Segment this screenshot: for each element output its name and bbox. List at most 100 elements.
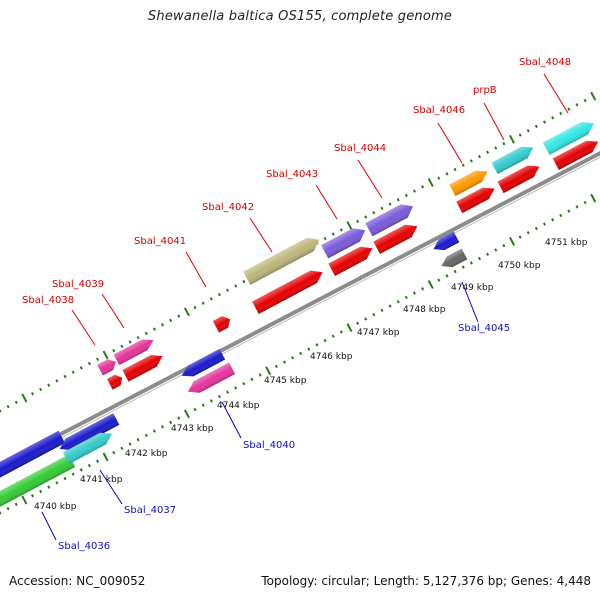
cds-cyan-1 [491, 146, 534, 175]
lower-track-tick [551, 218, 555, 222]
upper-track-tick [144, 331, 148, 336]
cds-red-1-shading [122, 355, 163, 382]
lower-track-tick [71, 472, 75, 476]
upper-track-tick [412, 189, 417, 193]
gene-label[interactable]: Sbal_4041 [134, 236, 186, 247]
gene-label[interactable]: Sbal_4038 [22, 295, 74, 306]
upper-track-tick [388, 202, 392, 206]
lower-track-tick [217, 394, 221, 399]
lower-track-tick [372, 312, 376, 317]
gene-leader-line [99, 469, 123, 505]
lower-track-tick [453, 269, 457, 274]
cds-magenta-lower-shading [187, 362, 236, 393]
upper-track-tick [30, 392, 35, 396]
gene-leader-line [41, 511, 57, 541]
gene-label[interactable]: Sbal_4037 [124, 505, 176, 516]
cds-red-long [252, 270, 323, 315]
gene-label[interactable]: Sbal_4039 [52, 279, 104, 290]
label-layer: 4740 kbp 4741 kbp 4742 kbp 4743 kbp 4744 kbp… [22, 57, 588, 552]
lower-track-tick [421, 287, 425, 291]
upper-track-tick [128, 340, 132, 344]
upper-track-tick [152, 327, 156, 331]
scale-label: 4744 kbp [217, 401, 260, 411]
lower-track-tick [331, 334, 335, 338]
scale-label: 4745 kbp [264, 376, 307, 386]
upper-track-tick [461, 163, 465, 167]
upper-track-tick [183, 307, 190, 317]
tick-track-layer [0, 91, 600, 515]
upper-track-tick [590, 91, 597, 101]
upper-track-tick [14, 400, 18, 405]
lower-track-tick [427, 280, 434, 289]
gene-leader-line [543, 73, 569, 114]
lower-track-tick [346, 323, 353, 333]
cds-red-mid-1 [328, 246, 373, 276]
genome-summary-text: Topology: circular; Length: 5,127,376 bp… [261, 574, 591, 588]
upper-track-tick [494, 146, 498, 150]
scale-label: 4751 kbp [545, 238, 588, 248]
upper-track-tick [177, 314, 181, 318]
gene-label[interactable]: Sbal_4042 [202, 202, 254, 213]
upper-track-tick [87, 361, 91, 366]
cds-cyan-1-shading [491, 146, 534, 175]
lower-track-tick [307, 347, 311, 351]
cds-red-small-shading [107, 374, 123, 390]
cds-blue-mid [181, 348, 226, 377]
cds-magenta-2 [113, 339, 154, 366]
cds-red-upper-2 [497, 165, 540, 194]
upper-track-tick [63, 374, 67, 379]
lower-track-tick [152, 429, 156, 433]
cds-red-upper-1-shading [456, 187, 495, 214]
lower-track-tick [323, 338, 327, 343]
scale-label: 4741 kbp [80, 475, 123, 485]
lower-track-tick [160, 425, 165, 429]
gene-label[interactable]: Sbal_4036 [58, 541, 110, 552]
gene-leader-line [315, 184, 338, 220]
cds-cyan-lower [62, 432, 112, 464]
map-title: Shewanella baltica OS155, complete genom… [147, 9, 453, 24]
gene-label[interactable]: Sbal_4044 [334, 143, 386, 154]
lower-track-tick [63, 476, 67, 481]
gene-label[interactable]: Sbal_4040 [243, 440, 295, 451]
upper-track-tick [226, 288, 230, 292]
upper-track-tick [102, 350, 109, 360]
cds-red-small [107, 374, 123, 390]
lower-track-tick [388, 304, 392, 308]
lower-track-tick [404, 295, 408, 300]
lower-track-tick [234, 386, 238, 390]
cds-red-1 [122, 355, 163, 382]
upper-track-tick [583, 98, 587, 103]
cds-blue-lower-2-shading [59, 413, 120, 451]
gene-label[interactable]: Sbal_4043 [266, 169, 318, 180]
lower-track-tick [95, 459, 100, 463]
upper-track-tick [331, 232, 335, 236]
lower-track-tick [477, 256, 482, 261]
upper-track-tick [567, 107, 571, 111]
gene-label[interactable]: prpB [473, 85, 497, 96]
cds-olive [243, 237, 320, 285]
lower-track-tick [494, 248, 498, 252]
leader-layer [41, 73, 569, 541]
lower-track-tick [526, 231, 530, 235]
gene-label[interactable]: Sbal_4048 [519, 57, 571, 68]
upper-track-tick [575, 103, 579, 107]
cds-blue-small [433, 231, 460, 251]
upper-track-tick [136, 335, 140, 340]
upper-track-tick [242, 279, 246, 284]
cds-green-lower-shading [0, 454, 76, 507]
cds-magenta-1 [97, 359, 116, 376]
cds-orange-shading [449, 170, 488, 197]
accession-text: Accession: NC_009052 [9, 574, 146, 588]
upper-track-tick [559, 111, 563, 116]
cds-olive-shading [243, 237, 320, 285]
gene-label[interactable]: Sbal_4045 [458, 323, 510, 334]
lower-track-tick [291, 356, 295, 360]
upper-track-tick [339, 228, 343, 232]
lower-track-tick [112, 450, 116, 455]
upper-track-tick [120, 344, 124, 349]
lower-track-tick [509, 236, 515, 246]
gene-label[interactable]: Sbal_4046 [413, 105, 465, 116]
lower-track-tick [534, 226, 538, 231]
lower-track-tick [55, 481, 59, 485]
lower-track-tick [339, 330, 343, 334]
